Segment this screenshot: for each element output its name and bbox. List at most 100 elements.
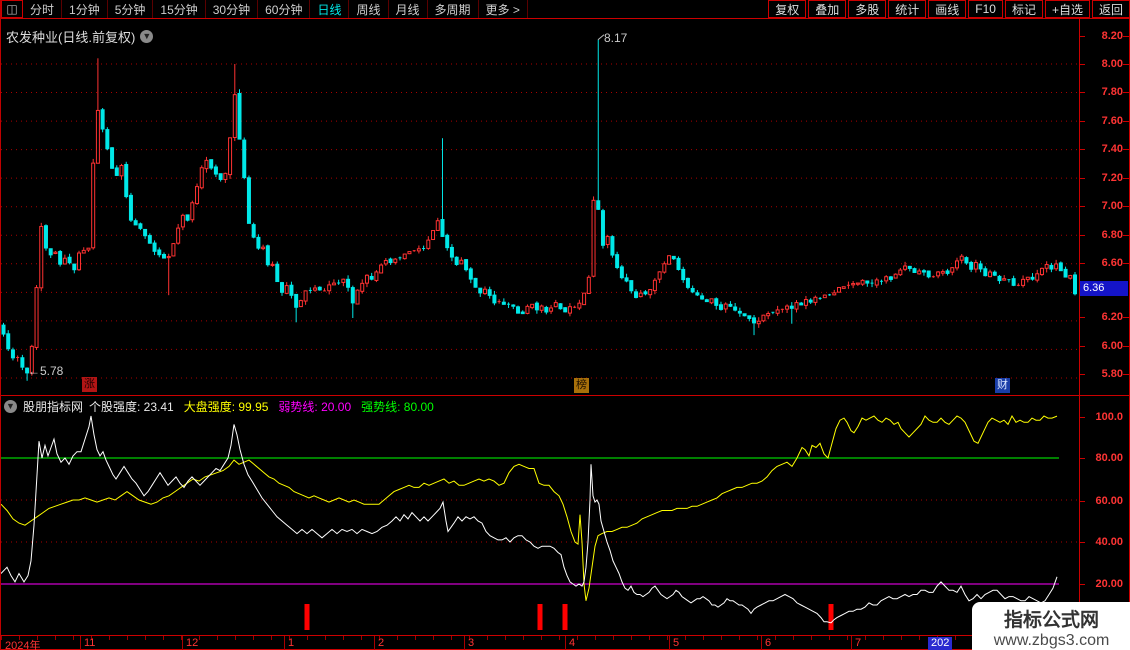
- candle-body: [553, 302, 558, 308]
- chevron-down-icon[interactable]: ▼: [140, 30, 154, 43]
- axis-tick: [1079, 374, 1085, 375]
- candle-body: [289, 284, 294, 296]
- price-axis-label: 7.20: [1101, 172, 1123, 184]
- action-button-F10[interactable]: F10: [968, 0, 1003, 18]
- candle-body: [58, 250, 63, 265]
- candle-body: [213, 166, 218, 175]
- strength-indicator-chart[interactable]: [1, 395, 1130, 635]
- signal-bar: [304, 604, 310, 630]
- price-axis-label: 8.00: [1101, 58, 1123, 70]
- date-axis[interactable]: 2024年 11 12 1 2 3 4 5 6 7 202: [1, 635, 1130, 650]
- candle-body: [360, 282, 365, 292]
- candle-body: [619, 266, 624, 279]
- axis-tick: [1079, 346, 1085, 347]
- period-tab-60分钟[interactable]: 60分钟: [258, 0, 311, 18]
- period-tab-15分钟[interactable]: 15分钟: [153, 0, 206, 18]
- period-tab-30分钟[interactable]: 30分钟: [206, 0, 259, 18]
- candle-body: [1002, 278, 1007, 281]
- action-button-画线[interactable]: 画线: [928, 0, 967, 18]
- price-axis-label: 8.20: [1101, 30, 1123, 42]
- candle-body: [1073, 274, 1077, 295]
- price-axis-label: 6.60: [1101, 257, 1123, 269]
- candle-body: [903, 265, 908, 270]
- candle-body: [671, 255, 676, 260]
- axis-tick: [1123, 235, 1129, 236]
- candle-body: [86, 247, 91, 251]
- candle-body: [180, 214, 185, 228]
- period-tab-分时[interactable]: 分时: [23, 0, 63, 18]
- period-tab-多周期[interactable]: 多周期: [428, 0, 479, 18]
- period-tab-1分钟[interactable]: 1分钟: [62, 0, 108, 18]
- candle-body: [34, 287, 39, 348]
- action-button-叠加[interactable]: 叠加: [808, 0, 847, 18]
- candle-body: [25, 367, 30, 374]
- action-button-+自选[interactable]: +自选: [1044, 0, 1090, 18]
- action-button-统计[interactable]: 统计: [888, 0, 927, 18]
- candle-body: [747, 315, 752, 319]
- candle-body: [223, 172, 228, 180]
- candle-body: [775, 309, 780, 314]
- candle-body: [143, 228, 148, 237]
- candle-body: [577, 302, 582, 309]
- panel-divider[interactable]: [1, 395, 1130, 396]
- candle-body: [860, 279, 865, 285]
- price-axis-label: 7.40: [1101, 143, 1123, 155]
- axis-tick: [1079, 584, 1085, 585]
- candle-body: [718, 304, 723, 310]
- candle-body: [690, 287, 695, 293]
- candle-body: [865, 280, 870, 284]
- action-button-标记[interactable]: 标记: [1004, 0, 1043, 18]
- candle-body: [303, 290, 308, 302]
- candle-body: [940, 271, 945, 274]
- split-screen-icon[interactable]: ◫: [1, 0, 23, 18]
- axis-tick: [1123, 346, 1129, 347]
- period-tab-更多 >[interactable]: 更多 >: [479, 0, 528, 18]
- candle-body: [874, 279, 879, 286]
- indicator-axis-label: 60.00: [1095, 495, 1123, 507]
- month-label: 4: [569, 637, 576, 649]
- candle-body: [634, 291, 639, 298]
- chart-marker-财[interactable]: 财: [995, 378, 1010, 393]
- action-button-返回[interactable]: 返回: [1091, 0, 1130, 18]
- candle-body: [638, 292, 643, 298]
- last-price-tag: 6.36: [1080, 281, 1128, 296]
- candle-body: [237, 92, 242, 140]
- chart-marker-涨[interactable]: 涨: [82, 377, 97, 392]
- candle-body: [643, 291, 648, 295]
- candlestick-chart[interactable]: [1, 18, 1130, 395]
- candle-body: [369, 275, 374, 280]
- period-tab-5分钟[interactable]: 5分钟: [108, 0, 154, 18]
- axis-tick: [1123, 206, 1129, 207]
- candle-body: [761, 314, 766, 322]
- candle-body: [449, 246, 454, 258]
- candle-body: [832, 292, 837, 296]
- candle-body: [558, 303, 563, 310]
- candle-body: [723, 303, 728, 310]
- candle-body: [464, 259, 469, 271]
- period-tab-月线[interactable]: 月线: [389, 0, 428, 18]
- action-button-复权[interactable]: 复权: [768, 0, 807, 18]
- candle-body: [48, 248, 53, 256]
- period-tab-周线[interactable]: 周线: [349, 0, 389, 18]
- chart-marker-榜[interactable]: 榜: [574, 378, 589, 393]
- candle-body: [393, 258, 398, 263]
- chevron-down-icon[interactable]: ▼: [4, 400, 17, 413]
- indicator-axis-label: 80.00: [1095, 452, 1123, 464]
- action-button-多股[interactable]: 多股: [848, 0, 887, 18]
- candle-body: [298, 300, 303, 308]
- candle-body: [62, 257, 67, 265]
- axis-tick: [1079, 206, 1085, 207]
- candle-body: [954, 260, 959, 269]
- candle-body: [478, 287, 483, 294]
- indicator-value: 弱势线: 20.00: [278, 400, 352, 414]
- candle-body: [1, 324, 6, 335]
- candle-body: [43, 225, 48, 249]
- candle-body: [110, 147, 115, 169]
- candle-body: [161, 254, 166, 259]
- candle-body: [662, 263, 667, 273]
- month-label: 12: [186, 637, 199, 649]
- period-tab-日线[interactable]: 日线: [310, 0, 350, 18]
- candle-body: [851, 283, 856, 286]
- candle-body: [39, 225, 44, 289]
- axis-tick: [1079, 458, 1085, 459]
